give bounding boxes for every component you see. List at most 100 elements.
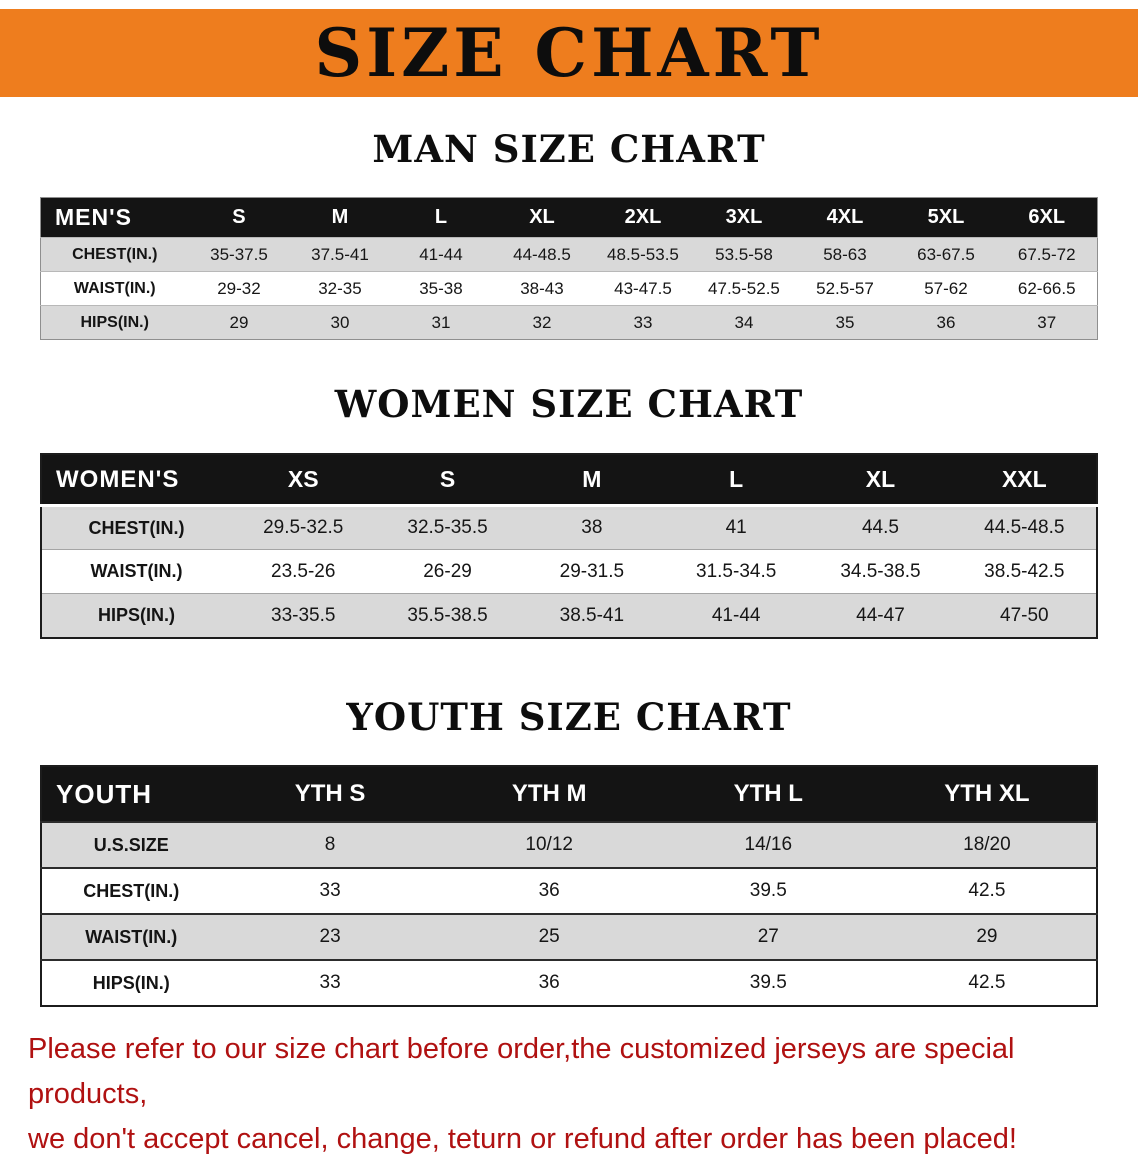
size-column-header: XL bbox=[491, 197, 593, 238]
size-value-cell: 39.5 bbox=[749, 880, 787, 902]
size-value-cell: 38.5-42.5 bbox=[984, 560, 1065, 582]
size-column-header: L bbox=[390, 197, 492, 238]
size-value-cell: 29.5-32.5 bbox=[263, 517, 344, 539]
size-value-cell: 30 bbox=[330, 312, 350, 332]
size-value-cell: 32-35 bbox=[318, 278, 362, 298]
size-value-cell: 36 bbox=[538, 880, 560, 902]
size-value-cell: 36 bbox=[936, 312, 956, 332]
size-value-cell: 41-44 bbox=[711, 604, 761, 626]
size-value-cell: 44-47 bbox=[856, 604, 905, 626]
size-column-header: XL bbox=[808, 453, 953, 506]
measurement-row: WAIST(IN.) 23.5-26 26-29 29-31.5 31.5-34.5 34… bbox=[41, 549, 1097, 594]
disclaimer-line-1: Please refer to our size chart before or… bbox=[28, 1033, 1015, 1111]
size-value-cell: 57-62 bbox=[924, 278, 968, 298]
youth-section-title: YOUTH SIZE CHART bbox=[346, 694, 792, 739]
order-disclaimer: Please refer to our size chart before or… bbox=[0, 1027, 1138, 1162]
size-column-header: S bbox=[375, 453, 520, 506]
disclaimer-line-2: we don't accept cancel, change, teturn o… bbox=[28, 1123, 1017, 1156]
measurement-row-label: CHEST(IN.) bbox=[72, 245, 158, 263]
size-column-header: YTH L bbox=[658, 766, 878, 823]
measurement-row-label: WAIST(IN.) bbox=[85, 926, 178, 947]
size-value-cell: 37 bbox=[1037, 312, 1057, 332]
size-value-cell: 33 bbox=[319, 880, 341, 902]
size-value-cell: 38.5-41 bbox=[559, 604, 625, 626]
measurement-row: CHEST(IN.) 35-37.5 37.5-41 41-44 44-48.5 48.5… bbox=[40, 237, 1098, 272]
size-column-header: YTH M bbox=[439, 766, 659, 823]
man-section-title: MAN SIZE CHART bbox=[372, 127, 766, 171]
measurement-row: WAIST(IN.) 23 25 27 29 bbox=[41, 914, 1097, 961]
measurement-row-label: CHEST(IN.) bbox=[88, 517, 185, 538]
size-value-cell: 62-66.5 bbox=[1017, 278, 1076, 298]
size-value-cell: 42.5 bbox=[968, 880, 1006, 902]
size-value-cell: 33 bbox=[633, 312, 653, 332]
size-value-cell: 43-47.5 bbox=[614, 278, 672, 298]
size-value-cell: 29 bbox=[229, 312, 249, 332]
size-value-cell: 44-48.5 bbox=[513, 244, 571, 264]
size-value-cell: 36 bbox=[538, 972, 560, 994]
measurement-row: HIPS(IN.) 33-35.5 35.5-38.5 38.5-41 41-44 44-… bbox=[41, 593, 1097, 638]
size-column-header: 2XL bbox=[592, 197, 694, 238]
size-value-cell: 18/20 bbox=[963, 834, 1011, 856]
size-column-header: 6XL bbox=[996, 197, 1098, 238]
size-value-cell: 31 bbox=[431, 312, 451, 332]
measurement-row-label: WAIST(IN.) bbox=[73, 279, 156, 297]
measurement-row: U.S.SIZE 8 10/12 14/16 18/20 bbox=[41, 822, 1097, 869]
size-value-cell: 58-63 bbox=[823, 244, 867, 264]
size-value-cell: 37.5-41 bbox=[311, 244, 369, 264]
size-value-cell: 29 bbox=[976, 926, 998, 948]
size-value-cell: 31.5-34.5 bbox=[696, 560, 777, 582]
size-value-cell: 35-37.5 bbox=[210, 244, 268, 264]
size-value-cell: 23 bbox=[319, 926, 341, 948]
measurement-row: HIPS(IN.) 33 36 39.5 42.5 bbox=[41, 960, 1097, 1007]
size-value-cell: 44.5 bbox=[861, 517, 899, 539]
size-column-header: 4XL bbox=[794, 197, 896, 238]
measurement-row-label: HIPS(IN.) bbox=[92, 972, 170, 993]
women-section-title: WOMEN SIZE CHART bbox=[334, 382, 804, 427]
table-corner-label: MEN'S bbox=[40, 197, 189, 238]
size-value-cell: 44.5-48.5 bbox=[984, 517, 1065, 539]
size-value-cell: 34.5-38.5 bbox=[840, 560, 921, 582]
size-column-header: 5XL bbox=[895, 197, 997, 238]
size-header-row: MEN'S S M L XL 2XL 3XL 4XL 5XL 6XL bbox=[40, 197, 1098, 238]
size-value-cell: 29-32 bbox=[217, 278, 261, 298]
men-size-table: MEN'S S M L XL 2XL 3XL 4XL 5XL 6XL CHEST(IN.) 35-37… bbox=[40, 197, 1098, 341]
size-value-cell: 32 bbox=[532, 312, 552, 332]
size-header-row: WOMEN'S XS S M L XL XXL bbox=[41, 453, 1097, 506]
size-value-cell: 67.5-72 bbox=[1017, 244, 1076, 264]
size-column-header: 3XL bbox=[693, 197, 795, 238]
size-value-cell: 47-50 bbox=[1000, 604, 1049, 626]
size-value-cell: 35-38 bbox=[419, 278, 463, 298]
table-corner-label: YOUTH bbox=[41, 766, 221, 823]
size-value-cell: 33-35.5 bbox=[271, 604, 336, 626]
measurement-row-label: CHEST(IN.) bbox=[83, 880, 180, 901]
size-value-cell: 32.5-35.5 bbox=[407, 517, 488, 539]
size-value-cell: 47.5-52.5 bbox=[708, 278, 780, 298]
size-value-cell: 52.5-57 bbox=[816, 278, 874, 298]
measurement-row: CHEST(IN.) 33 36 39.5 42.5 bbox=[41, 868, 1097, 915]
size-value-cell: 14/16 bbox=[744, 834, 793, 856]
size-column-header: M bbox=[519, 453, 665, 506]
size-value-cell: 10/12 bbox=[525, 834, 573, 856]
table-corner-label: WOMEN'S bbox=[41, 453, 232, 506]
size-value-cell: 27 bbox=[757, 926, 779, 948]
size-value-cell: 29-31.5 bbox=[559, 560, 625, 582]
size-value-cell: 38-43 bbox=[520, 278, 564, 298]
size-column-header: YTH S bbox=[220, 766, 440, 823]
measurement-row-label: HIPS(IN.) bbox=[80, 313, 149, 331]
size-value-cell: 41 bbox=[725, 517, 747, 539]
measurement-row: WAIST(IN.) 29-32 32-35 35-38 38-43 43-47.5 47.… bbox=[40, 271, 1098, 306]
measurement-row-label: U.S.SIZE bbox=[93, 834, 169, 855]
size-value-cell: 8 bbox=[324, 834, 336, 856]
size-chart-banner: SIZE CHART bbox=[0, 9, 1138, 97]
size-value-cell: 63-67.5 bbox=[917, 244, 975, 264]
size-value-cell: 35 bbox=[835, 312, 855, 332]
size-header-row: YOUTH YTH S YTH M YTH L YTH XL bbox=[41, 766, 1097, 823]
women-size-table: WOMEN'S XS S M L XL XXL CHEST(IN.) 29.5-32.5 32.5… bbox=[40, 452, 1098, 639]
size-value-cell: 39.5 bbox=[749, 972, 787, 994]
measurement-row: CHEST(IN.) 29.5-32.5 32.5-35.5 38 41 44.5 44.5… bbox=[41, 505, 1097, 550]
size-column-header: M bbox=[289, 197, 391, 238]
size-value-cell: 48.5-53.5 bbox=[607, 244, 679, 264]
size-value-cell: 34 bbox=[734, 312, 754, 332]
size-value-cell: 41-44 bbox=[419, 244, 463, 264]
size-column-header: S bbox=[188, 197, 290, 238]
